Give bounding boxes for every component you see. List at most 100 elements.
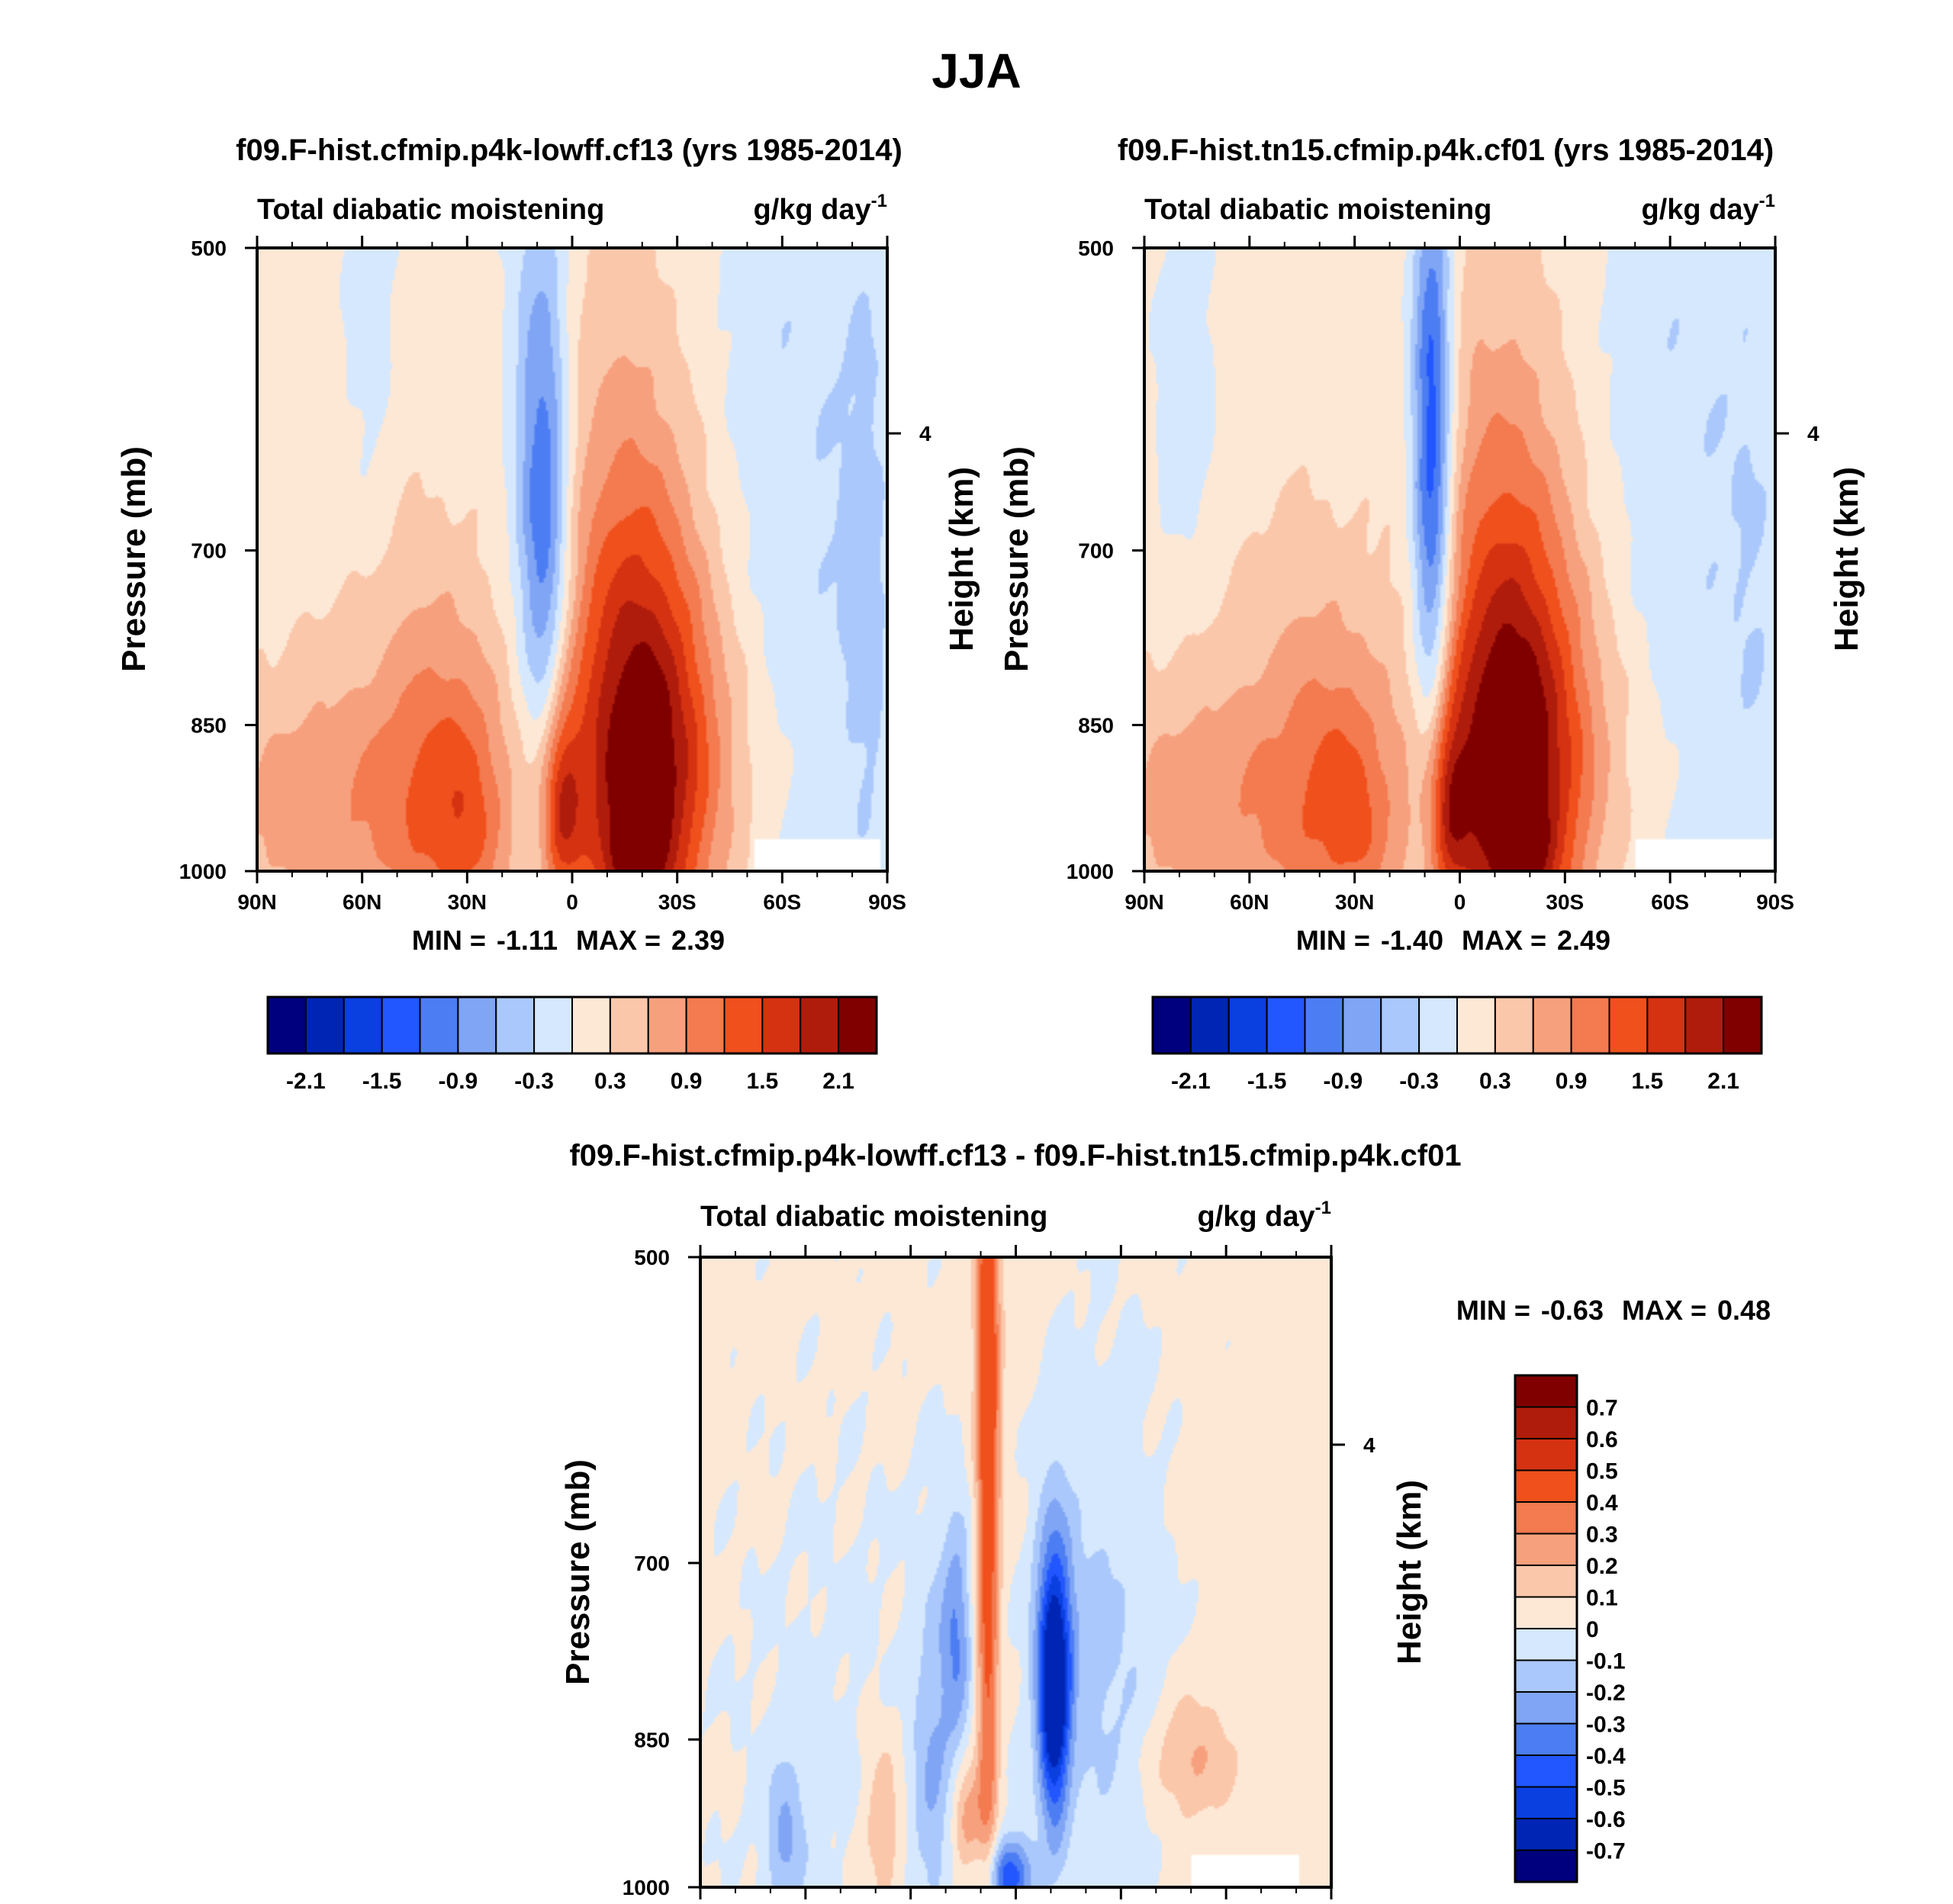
y-axis-label-right: Height (km) xyxy=(1828,467,1865,651)
colorbar-swatch xyxy=(304,996,345,1054)
y-tick-label: 700 xyxy=(1078,539,1114,563)
y-tick-label: 500 xyxy=(191,236,227,260)
colorbar-swatch xyxy=(1684,996,1725,1054)
colorbar-tick-label: 0.7 xyxy=(1586,1396,1618,1421)
colorbar-tick-label: -0.9 xyxy=(439,1069,478,1094)
contour-field xyxy=(700,1257,1331,1887)
panel-subtitle: Total diabatic moistening xyxy=(257,194,604,226)
colorbar-swatch xyxy=(1723,996,1762,1054)
y-tick-label: 1000 xyxy=(623,1876,670,1899)
y-tick-label: 500 xyxy=(1078,236,1114,260)
y-right-tick-label: 4 xyxy=(919,422,931,445)
x-tick-label: 30N xyxy=(1335,890,1374,914)
colorbar-tick-label: 1.5 xyxy=(747,1069,779,1094)
colorbar: -2.1 -1.5 -0.9 -0.3 0.3 0.9 1.5 2.1 xyxy=(1151,995,1763,1094)
x-tick-label: 90S xyxy=(868,890,906,914)
colorbar-swatch xyxy=(1227,996,1268,1054)
colorbar-swatch xyxy=(1456,996,1496,1054)
colorbar-tick-label: 0.9 xyxy=(1556,1069,1588,1094)
colorbar-frame xyxy=(1514,1374,1578,1883)
colorbar: 0.7 0.6 0.5 0.4 0.3 0.2 0.1 0 -0.1 -0.2 -0.3 -0.4 -0… xyxy=(1514,1374,1626,1883)
panel-difference: f09.F-hist.cfmip.p4k-lowff.cf13 - f09.F-… xyxy=(559,1139,1771,1899)
panel-subtitle: Total diabatic moistening xyxy=(700,1201,1047,1233)
colorbar-swatch xyxy=(1494,996,1534,1054)
units-label: g/kg day-1 xyxy=(1198,1198,1332,1233)
units-label: g/kg day-1 xyxy=(754,191,888,226)
colorbar-tick-label: 1.5 xyxy=(1632,1069,1664,1094)
colorbar-swatch xyxy=(1152,996,1192,1054)
colorbar-swatch xyxy=(1514,1659,1578,1693)
colorbar-swatch xyxy=(1514,1628,1578,1661)
colorbar-swatch xyxy=(1514,1375,1578,1408)
x-tick-label: 30S xyxy=(658,890,697,914)
y-tick-label: 1000 xyxy=(179,860,227,883)
panel-title: f09.F-hist.tn15.cfmip.p4k.cf01 (yrs 1985… xyxy=(1118,133,1774,167)
colorbar-tick-label: 0.3 xyxy=(1479,1069,1511,1094)
min-max-readout: MIN = -1.40 MAX = 2.49 xyxy=(1296,925,1610,956)
x-tick-label: 90N xyxy=(237,890,276,914)
colorbar-frame xyxy=(266,995,878,1055)
colorbar-tick-label: -0.9 xyxy=(1324,1069,1363,1094)
y-tick-label: 1000 xyxy=(1067,860,1114,883)
colorbar-swatch xyxy=(1514,1754,1578,1788)
y-tick-label: 850 xyxy=(1078,713,1114,737)
colorbar-swatch xyxy=(457,996,497,1054)
colorbar-swatch xyxy=(1380,996,1421,1054)
y-tick-label: 850 xyxy=(634,1728,670,1751)
colorbar-swatch xyxy=(1514,1533,1578,1566)
x-tick-label: 60S xyxy=(1651,890,1689,914)
colorbar-tick-label: 2.1 xyxy=(1707,1069,1739,1094)
panel-title: f09.F-hist.cfmip.p4k-lowff.cf13 - f09.F-… xyxy=(569,1139,1461,1172)
x-tick-label: 30N xyxy=(448,890,487,914)
colorbar-swatch xyxy=(800,996,840,1054)
y-axis-label: Pressure (mb) xyxy=(115,446,153,672)
colorbar-tick-label: -0.3 xyxy=(1586,1713,1626,1738)
y-tick-label: 700 xyxy=(634,1552,670,1575)
colorbar-swatch xyxy=(1514,1596,1578,1629)
colorbar-swatch xyxy=(1304,996,1344,1054)
colorbar-swatch xyxy=(381,996,421,1054)
min-max-readout: MIN = -0.63 MAX = 0.48 xyxy=(1456,1295,1771,1326)
axis-ticks: 90N 60N 30N 0 30S 60S 90S 500 700 850 1000 4 xyxy=(179,236,931,914)
colorbar-tick-label: -0.3 xyxy=(1399,1069,1439,1094)
colorbar-frame xyxy=(1151,995,1763,1055)
colorbar-swatch xyxy=(761,996,802,1054)
colorbar-swatch xyxy=(685,996,726,1054)
min-max-readout: MIN = -1.11 MAX = 2.39 xyxy=(412,925,725,956)
y-tick-label: 850 xyxy=(191,713,227,737)
colorbar-tick-label: 0.9 xyxy=(671,1069,703,1094)
panel-right: f09.F-hist.tn15.cfmip.p4k.cf01 (yrs 1985… xyxy=(998,133,1865,1094)
x-tick-label: 60N xyxy=(343,890,381,914)
colorbar-tick-label: -1.5 xyxy=(1247,1069,1287,1094)
colorbar-swatch xyxy=(1608,996,1649,1054)
panel-subtitle: Total diabatic moistening xyxy=(1144,194,1491,226)
colorbar-swatch xyxy=(343,996,383,1054)
colorbar-swatch xyxy=(1514,1818,1578,1851)
colorbar: -2.1 -1.5 -0.9 -0.3 0.3 0.9 1.5 2.1 xyxy=(266,995,878,1094)
panel-title: f09.F-hist.cfmip.p4k-lowff.cf13 (yrs 198… xyxy=(236,133,902,167)
colorbar-swatch xyxy=(495,996,536,1054)
colorbar-tick-label: 0.2 xyxy=(1586,1554,1618,1579)
colorbar-swatch xyxy=(609,996,649,1054)
x-tick-label: 60N xyxy=(1230,890,1269,914)
colorbar-swatch xyxy=(533,996,573,1054)
colorbar-tick-label: 2.1 xyxy=(822,1069,854,1094)
colorbar-tick-label: 0.4 xyxy=(1586,1491,1618,1516)
x-tick-label: 60S xyxy=(763,890,801,914)
colorbar-swatch xyxy=(1514,1691,1578,1725)
colorbar-tick-label: 0.3 xyxy=(594,1069,626,1094)
y-tick-label: 700 xyxy=(191,539,227,563)
colorbar-tick-label: -2.1 xyxy=(1171,1069,1211,1094)
colorbar-swatch xyxy=(1514,1565,1578,1598)
colorbar-tick-label: -0.2 xyxy=(1586,1680,1626,1706)
y-axis-label: Pressure (mb) xyxy=(998,446,1035,672)
y-axis-label-right: Height (km) xyxy=(1391,1480,1428,1664)
x-tick-label: 0 xyxy=(566,890,578,914)
page-title: JJA xyxy=(931,43,1021,98)
x-tick-label: 0 xyxy=(1454,890,1466,914)
colorbar-swatch xyxy=(1189,996,1230,1054)
colorbar-tick-label: -0.1 xyxy=(1586,1649,1626,1674)
colorbar-tick-label: -0.5 xyxy=(1586,1776,1626,1801)
colorbar-swatch xyxy=(1514,1849,1578,1883)
